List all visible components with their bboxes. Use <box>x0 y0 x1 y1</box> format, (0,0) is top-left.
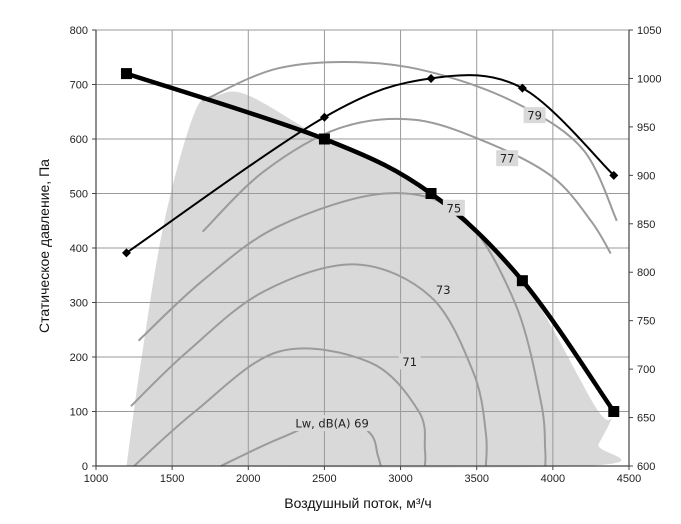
curve-labels: Lw, dB(A) 69 71 73 75 77 79 <box>286 107 546 432</box>
sound-curve-label: 77 <box>500 152 515 166</box>
y-tick-label: 700 <box>70 80 88 92</box>
curve-label-background <box>442 199 465 216</box>
sound-curve-label: 71 <box>402 355 417 369</box>
secondary-point-marker <box>517 83 527 93</box>
sound-level-curve <box>133 347 427 467</box>
secondary-point-marker <box>609 170 619 180</box>
x-tick-label: 3000 <box>388 473 412 485</box>
curve-label-background <box>523 107 546 124</box>
y2-tick-label: 850 <box>637 219 655 231</box>
x-tick-label: 2500 <box>312 473 336 485</box>
x-axis-title: Воздушный поток, м³/ч <box>284 495 431 511</box>
sound-curve-label: 79 <box>527 109 542 123</box>
operating-region-area <box>126 91 622 468</box>
axes <box>92 29 633 470</box>
y-axis-title: Статическое давление, Па <box>36 159 52 333</box>
curve-label-background <box>496 150 519 167</box>
sound-level-curve <box>130 263 488 467</box>
y-tick-label: 0 <box>82 461 88 473</box>
x-tick-label: 1000 <box>84 473 108 485</box>
curve-label-background <box>398 353 421 370</box>
sound-curve-label: 75 <box>447 201 462 215</box>
y2-tick-label: 1050 <box>637 25 661 37</box>
y-tick-label: 400 <box>70 243 88 255</box>
pressure-point-marker <box>608 406 620 417</box>
y-tick-label: 300 <box>70 298 88 310</box>
y2-tick-label: 700 <box>637 364 655 376</box>
y2-tick-label: 600 <box>637 461 655 473</box>
y2-tick-label: 1000 <box>637 73 661 85</box>
x-tick-label: 2000 <box>236 473 260 485</box>
y-tick-label: 800 <box>70 25 88 37</box>
y2-tick-label: 800 <box>637 267 655 279</box>
secondary-point-marker <box>121 248 131 258</box>
secondary-point-marker <box>319 112 329 122</box>
y2-tick-label: 950 <box>637 122 655 134</box>
secondary-curve <box>125 74 615 254</box>
x-tick-label: 3500 <box>464 473 488 485</box>
curve-label-background <box>432 281 455 298</box>
pressure-point-marker <box>516 275 528 287</box>
y2-tick-label: 650 <box>637 413 655 425</box>
x-tick-label: 1500 <box>160 473 184 485</box>
pressure-point-marker <box>318 133 330 145</box>
curve-label-background <box>286 415 379 432</box>
x-tick-label: 4500 <box>617 473 641 485</box>
operating-region <box>126 91 622 468</box>
pressure-point-marker <box>120 68 132 80</box>
y2-tick-label: 750 <box>637 316 655 328</box>
y-tick-label: 200 <box>70 352 88 364</box>
y-tick-label: 100 <box>70 407 88 419</box>
data-series <box>120 68 620 417</box>
secondary-point-marker <box>426 73 436 83</box>
y-tick-label: 600 <box>70 134 88 146</box>
sound-curve-label: 73 <box>436 283 451 297</box>
x-tick-label: 4000 <box>541 473 565 485</box>
tick-labels: 1000 1500 2000 2500 3000 3500 4000 4500 0 100 200 3… <box>70 25 662 485</box>
pressure-point-marker <box>425 188 437 199</box>
y-tick-label: 500 <box>70 189 88 201</box>
sound-curve-label: Lw, dB(A) 69 <box>295 417 368 431</box>
sound-level-curve <box>201 117 612 255</box>
y2-tick-label: 900 <box>637 170 655 182</box>
